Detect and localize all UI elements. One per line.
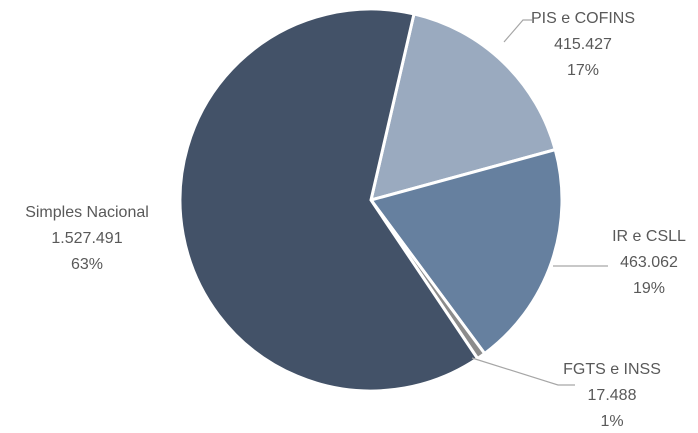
label-ir-csll-percent: 19% (633, 280, 665, 297)
leader-line-fgts-inss (471, 357, 575, 386)
label-fgts-inss-percent: 1% (600, 413, 623, 430)
leader-line-pis-cofins (503, 19, 532, 43)
label-pis-cofins-percent: 17% (567, 62, 599, 79)
leader-lines (471, 19, 608, 386)
label-pis-cofins-name: PIS e COFINS (531, 10, 635, 27)
label-fgts-inss-value: 17.488 (588, 387, 637, 404)
label-simples-nacional-percent: 63% (71, 256, 103, 273)
label-ir-csll-name: IR e CSLL (612, 228, 686, 245)
label-ir-csll-value: 463.062 (620, 254, 678, 271)
label-fgts-inss-name: FGTS e INSS (563, 361, 661, 378)
slice-simples-nacional (178, 7, 480, 393)
label-simples-nacional-name: Simples Nacional (25, 204, 149, 221)
pie-slices (178, 7, 564, 393)
slice-pis-cofins (368, 12, 558, 203)
label-simples-nacional-value: 1.527.491 (51, 230, 122, 247)
slice-ir-csll (368, 147, 564, 356)
label-pis-cofins-value: 415.427 (554, 36, 612, 53)
